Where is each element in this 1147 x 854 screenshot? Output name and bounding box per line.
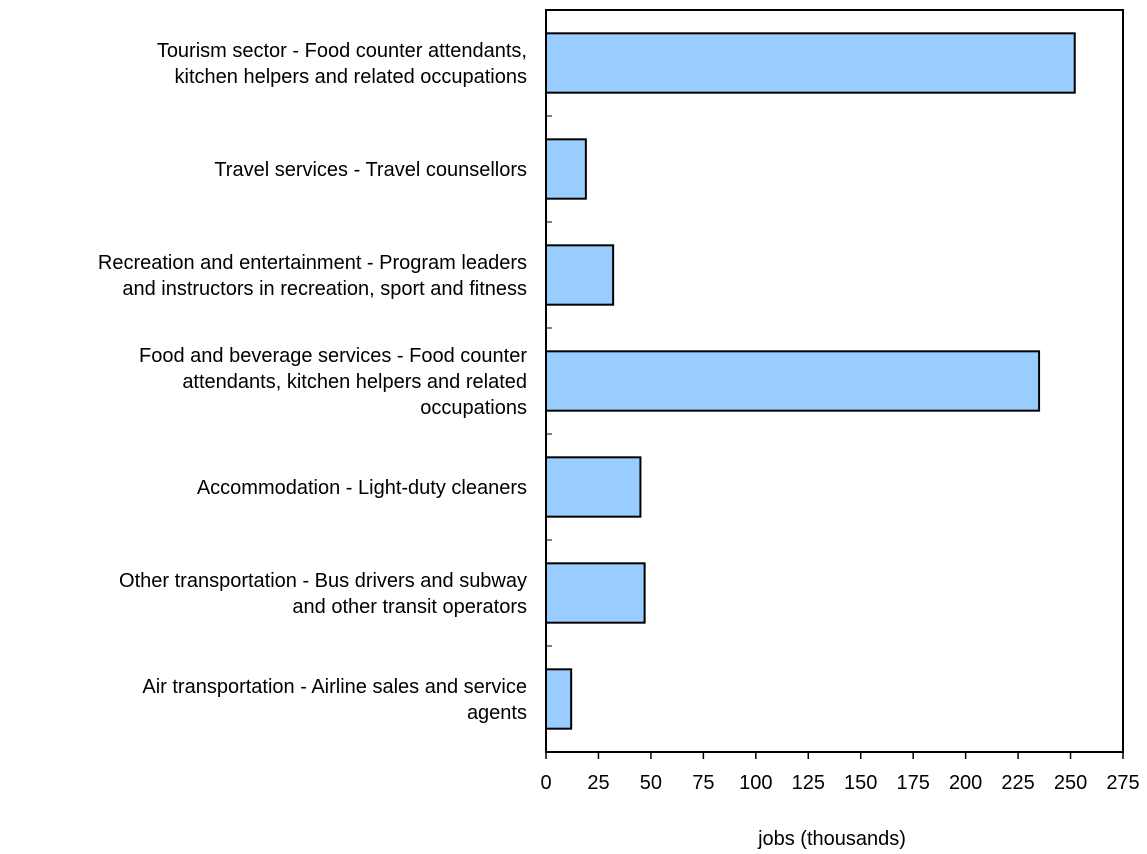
x-axis-title: jobs (thousands) bbox=[757, 828, 906, 850]
x-axis-ticks-group: 0 25 50 75 100 125 150 175 200 225 250 275 bbox=[540, 115, 1140, 794]
x-tick-label: 75 bbox=[692, 772, 714, 794]
x-tick-label: 25 bbox=[587, 772, 609, 794]
category-label-line: agents bbox=[467, 702, 527, 724]
category-label-line: Other transportation - Bus drivers and s… bbox=[119, 570, 527, 592]
category-label-line: Air transportation - Airline sales and s… bbox=[142, 676, 527, 698]
category-label: Travel services - Travel counsellors bbox=[214, 159, 527, 181]
bar bbox=[545, 244, 615, 306]
bar bbox=[545, 350, 1041, 412]
x-tick-label: 225 bbox=[1001, 772, 1034, 794]
category-label-line: Recreation and entertainment - Program l… bbox=[98, 252, 527, 274]
x-tick-label: 150 bbox=[844, 772, 877, 794]
category-label-line: and other transit operators bbox=[292, 596, 527, 618]
category-label-line: Food and beverage services - Food counte… bbox=[139, 345, 527, 367]
x-tick-label: 50 bbox=[640, 772, 662, 794]
x-tick-label: 0 bbox=[540, 772, 551, 794]
plot-area-frame bbox=[545, 9, 1124, 753]
x-tick-label: 250 bbox=[1054, 772, 1087, 794]
category-label-line: and instructors in recreation, sport and… bbox=[122, 278, 527, 300]
bar bbox=[545, 138, 587, 200]
category-label: Food and beverage services - Food counte… bbox=[139, 345, 527, 419]
bars-group bbox=[545, 32, 1076, 730]
x-tick-label: 125 bbox=[792, 772, 825, 794]
category-labels-group: Tourism sector - Food counter attendants… bbox=[98, 40, 527, 724]
bar bbox=[545, 668, 573, 730]
category-label-line: occupations bbox=[420, 397, 527, 419]
category-label-line: Tourism sector - Food counter attendants… bbox=[157, 40, 527, 62]
bar bbox=[545, 32, 1076, 94]
x-tick-label: 275 bbox=[1106, 772, 1139, 794]
category-label-line: attendants, kitchen helpers and related bbox=[182, 371, 527, 393]
x-tick-label: 175 bbox=[896, 772, 929, 794]
category-label: Accommodation - Light-duty cleaners bbox=[197, 477, 527, 499]
category-label-line: kitchen helpers and related occupations bbox=[175, 66, 527, 88]
category-label: Other transportation - Bus drivers and s… bbox=[119, 570, 527, 618]
x-tick-label: 100 bbox=[739, 772, 772, 794]
category-label: Tourism sector - Food counter attendants… bbox=[157, 40, 527, 88]
x-tick-label: 200 bbox=[949, 772, 982, 794]
category-label: Recreation and entertainment - Program l… bbox=[98, 252, 527, 300]
bar bbox=[545, 456, 642, 518]
category-label-line: Travel services - Travel counsellors bbox=[214, 159, 527, 181]
bar bbox=[545, 562, 646, 624]
category-label-line: Accommodation - Light-duty cleaners bbox=[197, 477, 527, 499]
category-label: Air transportation - Airline sales and s… bbox=[142, 676, 527, 724]
